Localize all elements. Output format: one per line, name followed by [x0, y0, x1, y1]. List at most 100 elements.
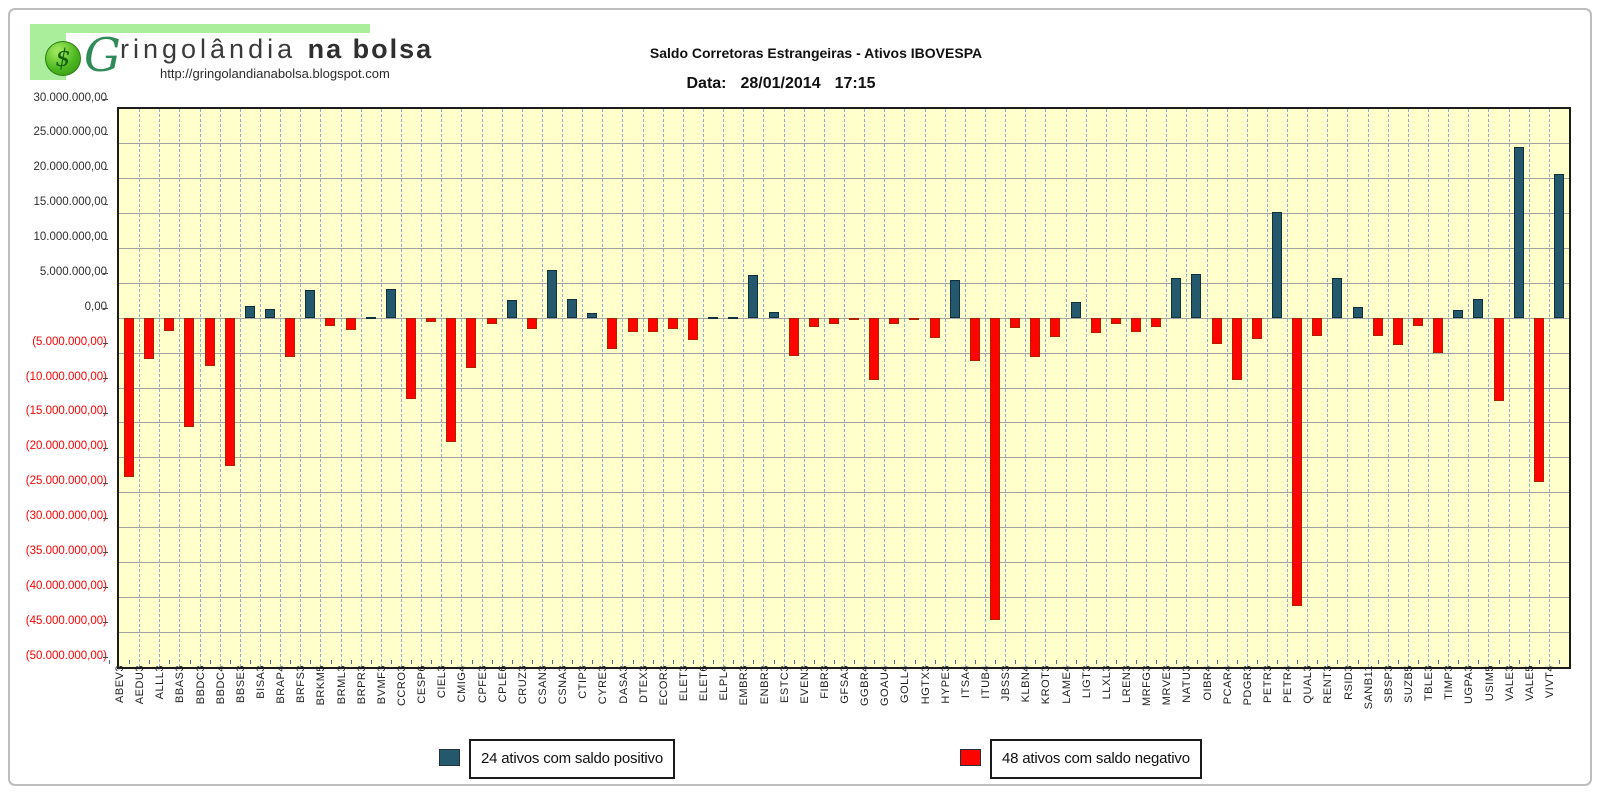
- x-category-label: ELET6: [698, 665, 711, 702]
- x-tick: [753, 660, 755, 664]
- v-gridline: [441, 109, 443, 667]
- x-category-label: HYPE3: [939, 665, 952, 704]
- x-tick: [1216, 660, 1218, 664]
- x-category-label: FIBR3: [818, 665, 831, 699]
- bar-PETR4: [1292, 318, 1303, 607]
- x-category-label: JBSS3: [1000, 665, 1013, 702]
- v-gridline: [622, 109, 624, 667]
- bar-BBDC4: [224, 318, 235, 467]
- x-category-label: BRML3: [335, 665, 348, 705]
- v-gridline: [1448, 109, 1450, 667]
- x-tick: [572, 660, 574, 664]
- y-tick-label: 30.000.000,00: [33, 91, 107, 104]
- x-tick: [1196, 660, 1198, 664]
- y-tick: [103, 517, 108, 519]
- x-tick: [1136, 660, 1138, 664]
- v-gridline: [602, 109, 604, 667]
- x-tick: [552, 660, 554, 664]
- x-category-label: ITSA4: [959, 665, 972, 699]
- bar-ECOR3: [667, 318, 678, 329]
- x-tick: [1518, 660, 1520, 664]
- v-gridline: [320, 109, 322, 667]
- x-category-label: CESP6: [416, 665, 429, 704]
- x-tick: [733, 660, 735, 664]
- v-gridline: [783, 109, 785, 667]
- y-tick: [103, 482, 108, 484]
- y-tick-label: (45.000.000,00): [25, 614, 107, 627]
- y-tick-label: 0,00: [84, 300, 107, 313]
- x-tick: [149, 660, 151, 664]
- bar-MRFG3: [1151, 318, 1162, 327]
- bar-VALE3: [1513, 147, 1524, 319]
- x-category-label: RSID3: [1342, 665, 1355, 700]
- bar-SANB11: [1372, 318, 1383, 336]
- x-tick: [451, 660, 453, 664]
- logo-url: http://gringolandianabolsa.blogspot.com: [160, 66, 390, 81]
- y-tick-label: (35.000.000,00): [25, 544, 107, 557]
- logo-brand-text: ringolândia na bolsa: [120, 34, 433, 65]
- bar-EMBR3: [748, 275, 759, 319]
- x-category-label: SUZB5: [1402, 665, 1415, 703]
- v-gridline: [682, 109, 684, 667]
- v-gridline: [1085, 109, 1087, 667]
- x-category-label: EMBR3: [738, 665, 751, 706]
- x-tick: [189, 660, 191, 664]
- y-tick: [103, 657, 108, 658]
- x-category-label: KROT3: [1040, 665, 1053, 705]
- bar-BRAP4: [285, 318, 296, 357]
- bar-UGPA3: [1473, 298, 1484, 319]
- v-gridline: [642, 109, 644, 667]
- x-tick: [672, 660, 674, 664]
- legend-label-positive: 24 ativos com saldo positivo: [469, 739, 675, 779]
- x-tick: [390, 660, 392, 664]
- x-category-label: CPFE3: [476, 665, 489, 703]
- x-category-label: ENBR3: [758, 665, 771, 705]
- v-gridline: [400, 109, 402, 667]
- x-tick: [169, 660, 171, 664]
- bar-DASA3: [627, 318, 638, 333]
- x-tick: [511, 660, 513, 664]
- bar-ABEV3: [124, 318, 135, 478]
- bar-ELPL4: [728, 316, 739, 319]
- x-tick: [1055, 660, 1057, 664]
- x-category-label: KLBN4: [1020, 665, 1033, 703]
- bar-FIBR3: [828, 318, 839, 324]
- x-category-label: DTEX3: [637, 665, 650, 703]
- x-tick: [652, 660, 654, 664]
- bar-BBDC3: [204, 318, 215, 366]
- x-category-label: CYRE3: [597, 665, 610, 705]
- v-gridline: [1246, 109, 1248, 667]
- v-gridline: [562, 109, 564, 667]
- y-tick-label: 10.000.000,00: [33, 231, 107, 243]
- bar-TBLE3: [1433, 318, 1444, 354]
- y-tick: [103, 552, 108, 554]
- bar-AEDU3: [144, 318, 155, 360]
- y-tick-label: (25.000.000,00): [25, 475, 107, 488]
- x-category-label: CCRO3: [396, 665, 408, 707]
- x-category-label: EVEN3: [798, 665, 811, 704]
- v-gridline: [1387, 109, 1389, 667]
- v-gridline: [380, 109, 382, 667]
- v-gridline: [1468, 109, 1470, 667]
- y-tick: [103, 308, 108, 310]
- dollar-ball-icon: $: [45, 41, 81, 76]
- x-tick: [1236, 660, 1238, 664]
- x-category-label: PDGR3: [1241, 665, 1254, 706]
- bar-TIMP3: [1453, 309, 1464, 319]
- x-tick: [491, 660, 493, 664]
- bar-RSID3: [1352, 307, 1363, 319]
- x-tick: [1256, 660, 1258, 664]
- bar-ESTC3: [788, 318, 799, 356]
- x-tick: [471, 660, 473, 664]
- x-category-label: CMIG4: [456, 665, 469, 703]
- x-tick: [834, 660, 835, 664]
- bar-ITSA4: [969, 318, 980, 361]
- y-tick-label: (15.000.000,00): [25, 405, 107, 418]
- x-category-label: GOAU4: [879, 665, 892, 707]
- bar-SBSP3: [1392, 318, 1403, 346]
- logo-script-g: G: [84, 28, 121, 82]
- v-gridline: [763, 109, 765, 667]
- v-gridline: [924, 109, 926, 667]
- x-category-label: BVMF3: [375, 665, 388, 705]
- x-tick: [249, 660, 251, 664]
